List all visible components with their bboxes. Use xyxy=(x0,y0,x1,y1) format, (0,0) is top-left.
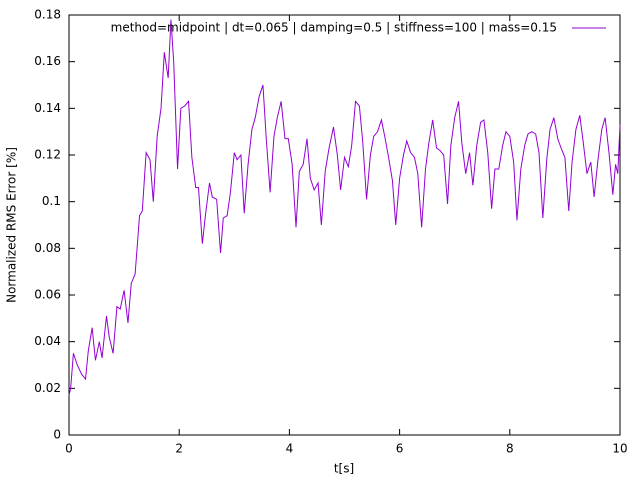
y-tick-label: 0.02 xyxy=(34,381,61,395)
y-tick-label: 0.12 xyxy=(34,148,61,162)
plot-border xyxy=(68,14,621,436)
y-tick-label: 0.18 xyxy=(34,8,61,22)
x-tick-label: 0 xyxy=(65,442,73,456)
x-axis-label: t[s] xyxy=(334,462,354,476)
y-tick-label: 0.14 xyxy=(34,101,61,115)
series-line xyxy=(68,19,621,396)
y-tick-label: 0.04 xyxy=(34,334,61,348)
x-tick-label: 10 xyxy=(612,442,627,456)
y-tick-label: 0.06 xyxy=(34,288,61,302)
x-tick-label: 8 xyxy=(506,442,514,456)
x-tick-label: 2 xyxy=(175,442,183,456)
y-axis-label: Normalized RMS Error [%] xyxy=(5,147,19,303)
y-tick-label: 0.16 xyxy=(34,54,61,68)
y-tick-label: 0 xyxy=(53,428,61,442)
y-tick-label: 0.1 xyxy=(42,194,61,208)
x-tick-label: 4 xyxy=(286,442,294,456)
legend-label: method=midpoint | dt=0.065 | damping=0.5… xyxy=(111,21,557,35)
y-tick-label: 0.08 xyxy=(34,241,61,255)
x-tick-label: 6 xyxy=(396,442,404,456)
